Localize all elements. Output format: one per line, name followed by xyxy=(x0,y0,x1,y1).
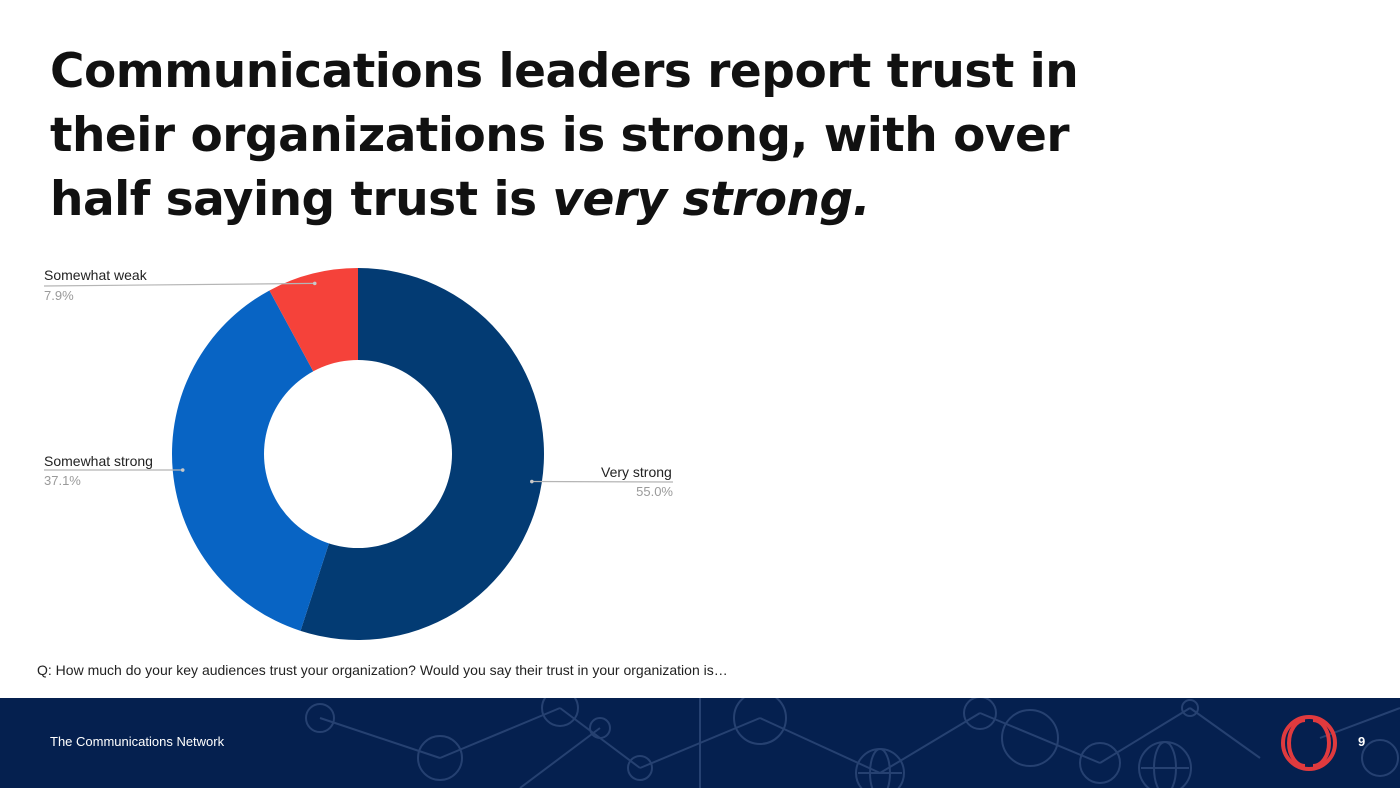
value-somewhat-weak: 7.9% xyxy=(44,288,74,303)
organization-name: The Communications Network xyxy=(50,734,225,749)
leader-lines xyxy=(43,281,674,484)
chart-labels: Very strong 55.0% Somewhat strong 37.1% … xyxy=(44,267,673,499)
value-somewhat-strong: 37.1% xyxy=(44,473,81,488)
leader-line-somewhat-weak xyxy=(43,282,315,287)
label-very-strong: Very strong xyxy=(601,464,672,480)
donut-chart: Very strong 55.0% Somewhat strong 37.1% … xyxy=(43,267,674,640)
leader-dot-very-strong xyxy=(530,479,534,484)
survey-question: Q: How much do your key audiences trust … xyxy=(37,662,728,678)
leader-dot-somewhat-weak xyxy=(312,281,317,286)
footer-bar: The Communications Network 9 xyxy=(0,698,1400,788)
value-very-strong: 55.0% xyxy=(636,484,673,499)
donut-hole xyxy=(264,360,452,548)
network-logo-icon xyxy=(1281,715,1337,771)
page-number: 9 xyxy=(1358,734,1366,749)
label-somewhat-weak: Somewhat weak xyxy=(44,267,148,283)
label-somewhat-strong: Somewhat strong xyxy=(44,453,153,469)
leader-dot-somewhat-strong xyxy=(180,468,185,472)
slide-title-emphasis: very strong. xyxy=(552,172,870,227)
slide-title: Communications leaders report trust in t… xyxy=(50,40,1150,232)
slide-title-text: Communications leaders report trust in t… xyxy=(50,44,1079,227)
